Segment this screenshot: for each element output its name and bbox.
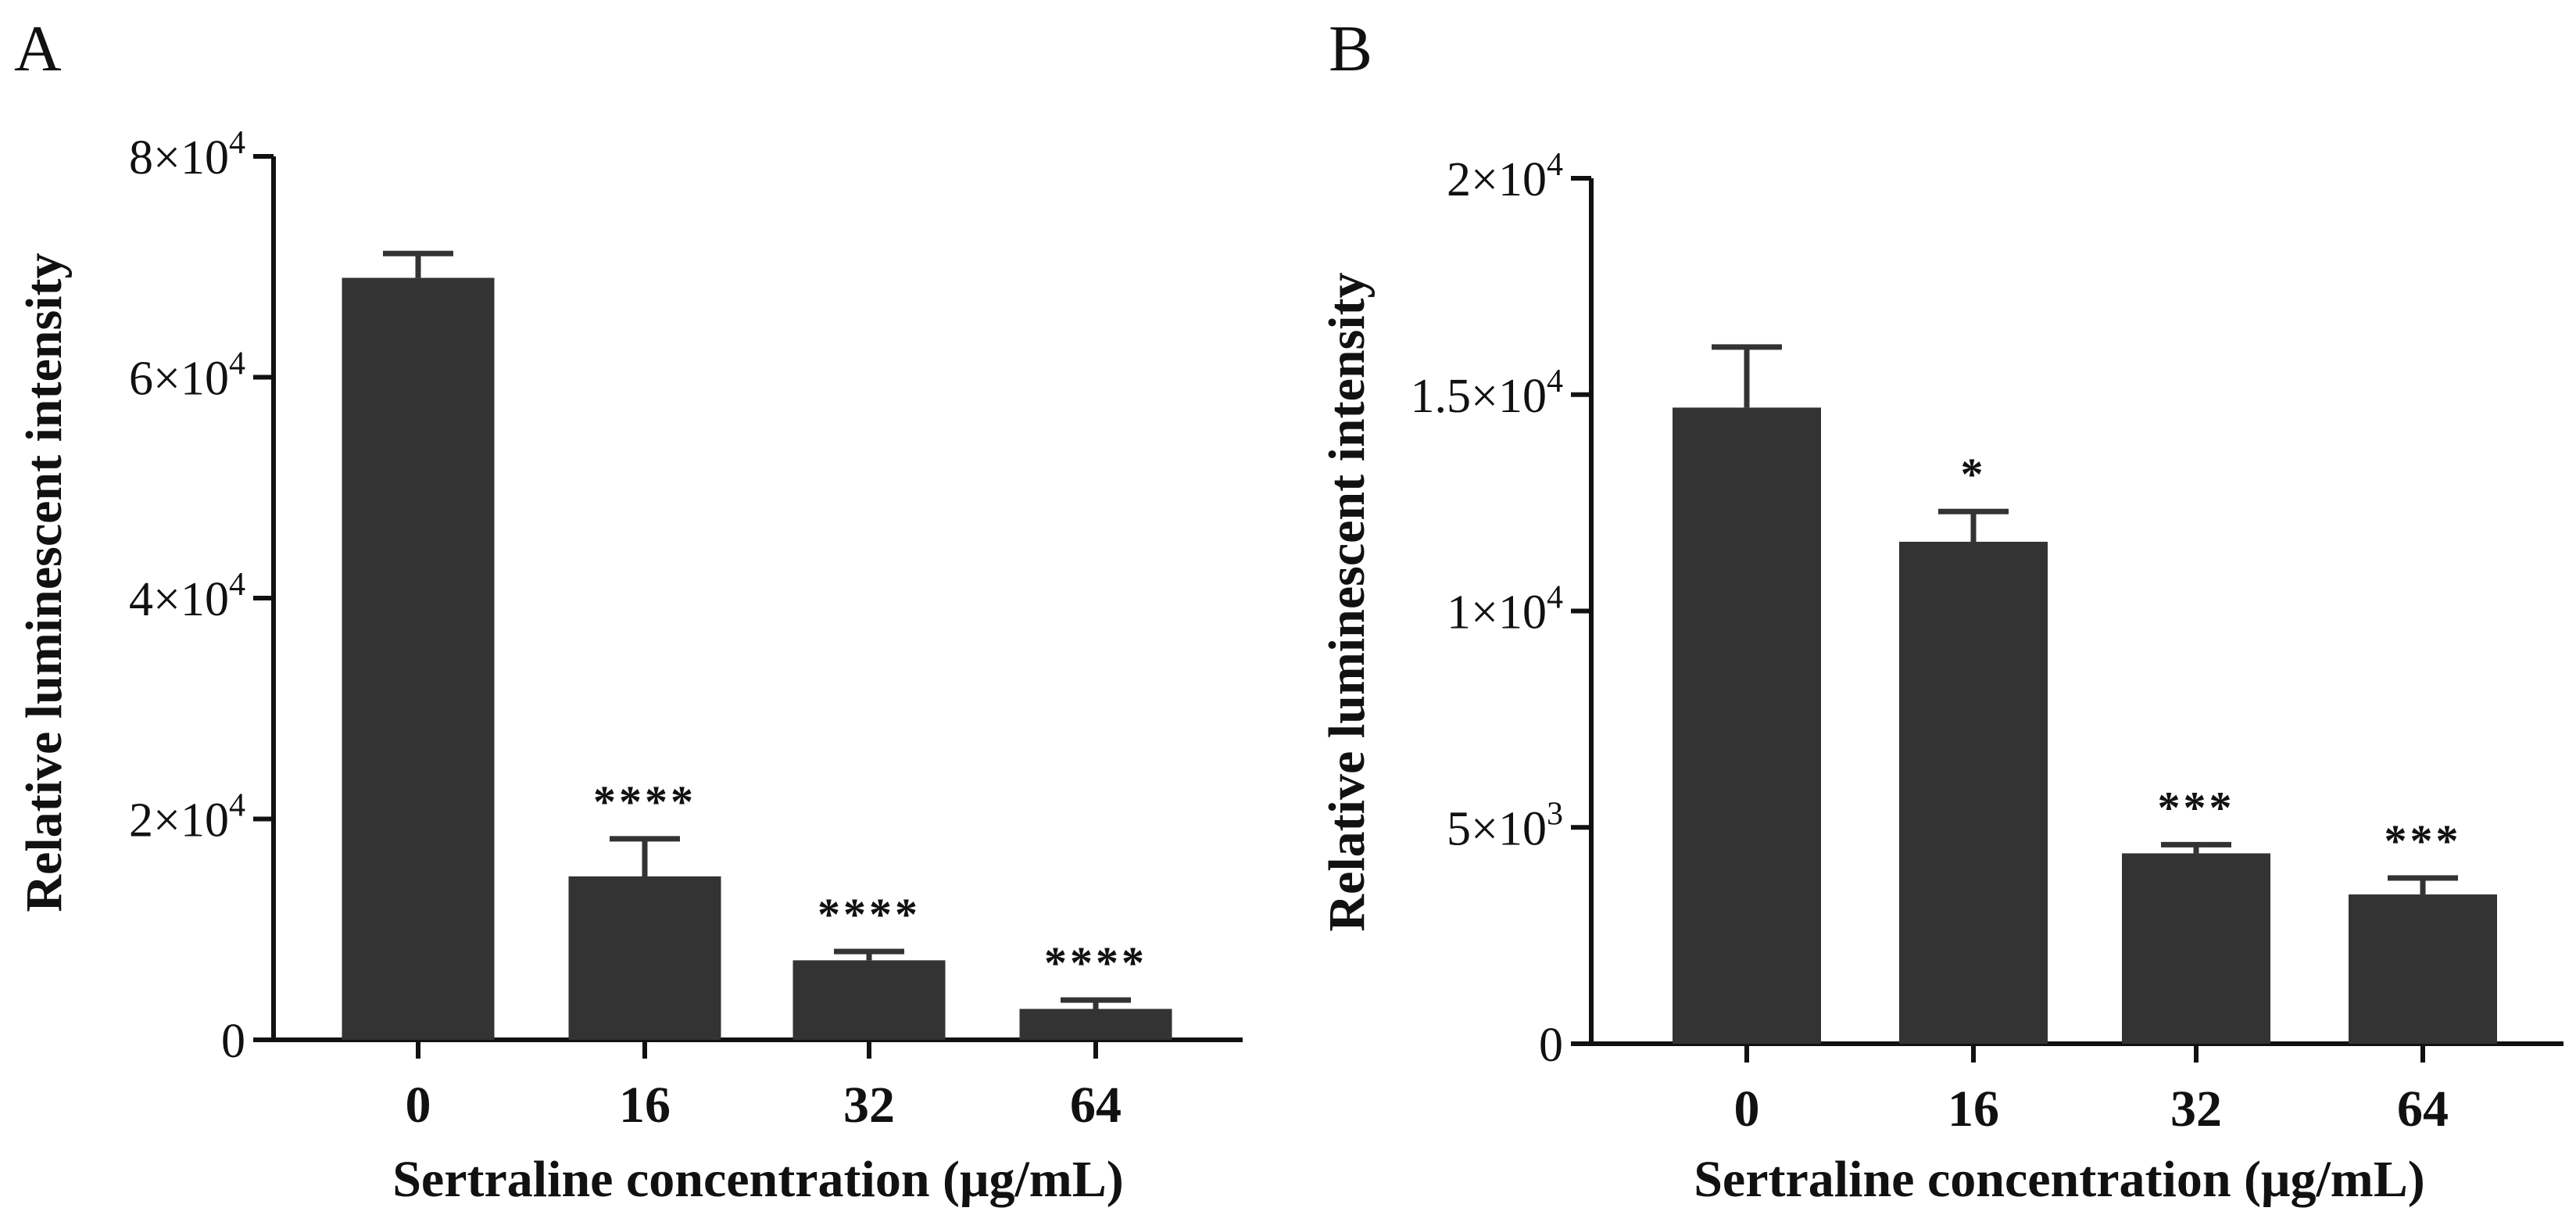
panel-a-x-tick-label: 64 <box>1070 1077 1122 1134</box>
panel-b-y-tick-label: 0 <box>1539 1019 1563 1072</box>
panel-b-bar-0 <box>1673 407 1821 1044</box>
panel-a-plot: 0 2×104 4×104 6×104 8×104 0 16 **** 32 **** 64 **** <box>129 125 1243 1134</box>
panel-a-y-tick-label: 6×104 <box>129 346 245 406</box>
panel-b-x-axis-title: Sertraline concentration (μg/mL) <box>1694 1151 2425 1208</box>
panel-b-y-tick-label: 5×103 <box>1447 796 1563 855</box>
panel-b-significance-label: *** <box>2158 782 2235 833</box>
panel-a-y-tick-label: 8×104 <box>129 125 245 185</box>
panel-b-x-tick-label: 0 <box>1734 1080 1760 1138</box>
panel-b-y-axis-title: Relative luminescent intensity <box>1318 272 1376 931</box>
panel-letter-b: B <box>1329 13 1372 85</box>
panel-a-y-tick-label: 2×104 <box>129 788 245 848</box>
panel-b-x-tick-label: 16 <box>1948 1080 1999 1138</box>
panel-b-y-tick-label: 1.5×104 <box>1411 364 1563 423</box>
panel-a-bar-32 <box>792 960 946 1040</box>
panel-a-significance-label: **** <box>1044 937 1147 988</box>
panel-b-plot: 0 5×103 1×104 1.5×104 2×104 0 16 * 32 *** 64 *** <box>1411 147 2563 1138</box>
panel-a-bar-16 <box>568 876 721 1040</box>
panel-a-bar-64 <box>1019 1009 1172 1040</box>
panel-b-y-tick-label: 2×104 <box>1447 147 1563 206</box>
panel-b-bar-64 <box>2349 894 2497 1044</box>
panel-a-x-tick-label: 16 <box>619 1077 671 1134</box>
panel-b-x-tick-label: 64 <box>2397 1080 2449 1138</box>
panel-a-x-axis-title: Sertraline concentration (μg/mL) <box>392 1151 1124 1208</box>
panel-a-y-tick-label: 4×104 <box>129 567 245 626</box>
panel-b-bar-16 <box>1899 541 2048 1044</box>
panel-a-significance-label: **** <box>818 889 921 940</box>
panel-a-y-axis-title: Relative luminescent intensity <box>16 253 73 912</box>
panel-b-bar-32 <box>2122 853 2270 1044</box>
panel-b-significance-label: *** <box>2385 815 2462 866</box>
panel-a-x-tick-label: 32 <box>843 1077 895 1134</box>
panel-b-x-tick-label: 32 <box>2170 1080 2222 1138</box>
panel-a-significance-label: **** <box>593 776 696 827</box>
panel-a-x-tick-label: 0 <box>406 1077 431 1134</box>
panel-letter-a: A <box>14 13 62 85</box>
panel-a: A 0 2×104 4×104 6×104 8×104 0 16 **** 32 **** 64 **… <box>14 13 1243 1208</box>
panel-a-bar-0 <box>342 278 495 1040</box>
panel-b-y-tick-label: 1×104 <box>1447 580 1563 640</box>
panel-a-y-tick-label: 0 <box>221 1015 245 1068</box>
panel-b-significance-label: * <box>1961 449 1987 500</box>
